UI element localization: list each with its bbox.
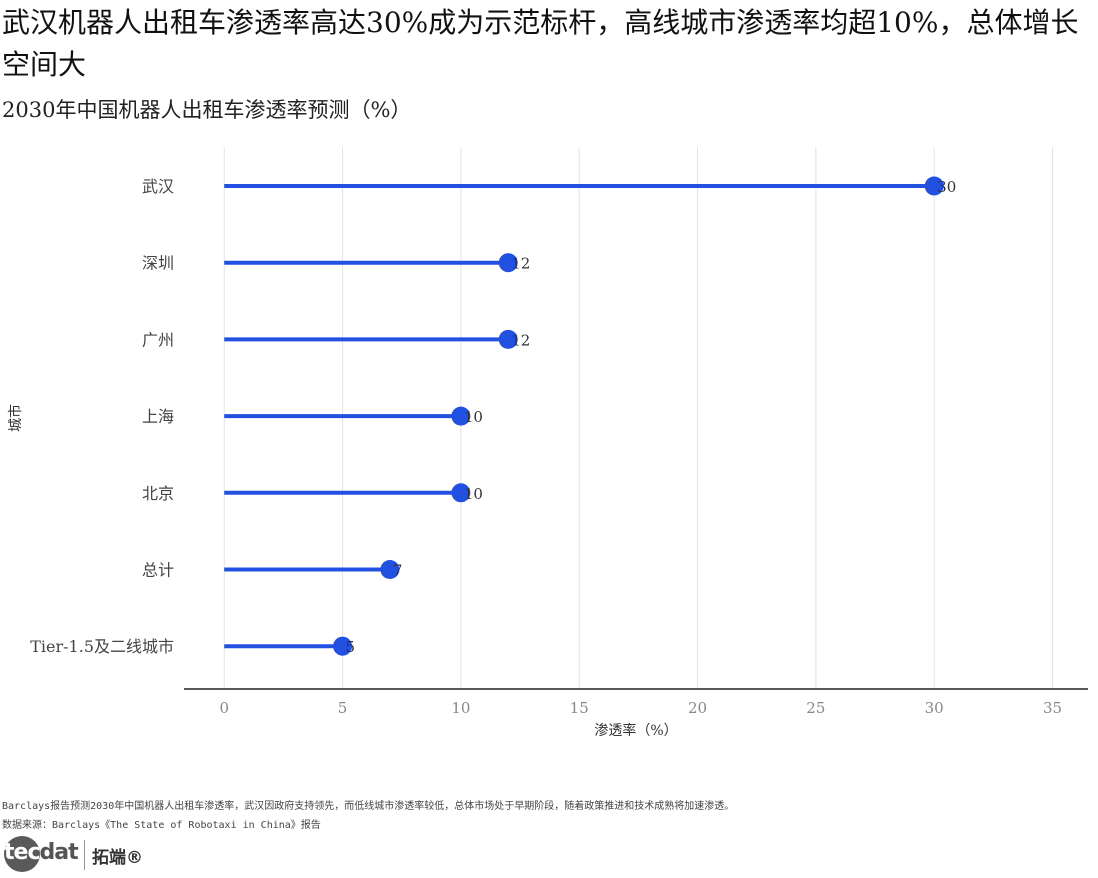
chart-title: 武汉机器人出租车渗透率高达30%成为示范标杆，高线城市渗透率均超10%，总体增长…: [2, 6, 1079, 81]
x-tick-label-5: 5: [338, 699, 348, 717]
x-tick-label-0: 0: [219, 699, 229, 717]
dot-4: [451, 483, 471, 503]
chart-caption: Barclays报告预测2030年中国机器人出租车渗透率，武汉因政府支持领先，而…: [2, 797, 734, 835]
logo-wordmark: tecdat: [4, 840, 79, 865]
dots: [333, 176, 944, 656]
data-label-4: 10: [464, 485, 483, 503]
data-labels: 30 12 12 10 10 7 5: [346, 178, 957, 656]
x-tick-label-15: 15: [570, 699, 589, 717]
logo-divider: [84, 840, 85, 870]
category-label-5: 总计: [142, 561, 174, 580]
data-label-0: 30: [937, 178, 956, 196]
x-tick-labels: 0 5 10 15 20 25 30 35: [219, 699, 1062, 717]
category-label-2: 广州: [142, 330, 174, 349]
x-axis-title: 渗透率（%）: [594, 722, 677, 739]
grid-lines: [223, 147, 1054, 689]
caption-source: 数据来源：Barclays《The State of Robotaxi in C…: [2, 820, 321, 831]
data-label-6: 5: [346, 638, 356, 656]
caption-description: Barclays报告预测2030年中国机器人出租车渗透率，武汉因政府支持领先，而…: [2, 801, 735, 812]
category-label-1: 深圳: [142, 254, 174, 273]
logo-circle-icon: [4, 836, 40, 872]
stems: [224, 184, 935, 649]
x-tick-label-25: 25: [806, 699, 825, 717]
dot-3: [451, 406, 471, 426]
data-label-5: 7: [393, 562, 403, 580]
x-tick-label-10: 10: [451, 699, 470, 717]
brand-logo: tecdat 拓端®: [4, 834, 143, 874]
data-label-3: 10: [464, 408, 483, 426]
category-label-6: Tier-1.5及二线城市: [30, 637, 174, 656]
data-label-1: 12: [511, 255, 530, 273]
dot-0: [924, 176, 944, 196]
dot-1: [498, 253, 518, 273]
x-tick-label-35: 35: [1043, 699, 1062, 717]
x-tick-label-20: 20: [688, 699, 707, 717]
chart-subtitle: 2030年中国机器人出租车渗透率预测（%）: [2, 98, 412, 122]
logo-wordmark-part1: tec: [4, 840, 40, 865]
y-axis-title: 城市: [7, 404, 24, 432]
dot-2: [498, 329, 518, 349]
logo-chinese-name: 拓端®: [92, 848, 143, 868]
category-label-3: 上海: [142, 407, 174, 426]
category-label-0: 武汉: [142, 177, 174, 196]
x-tick-label-30: 30: [925, 699, 944, 717]
category-label-4: 北京: [142, 484, 174, 503]
data-label-2: 12: [511, 331, 530, 349]
dot-5: [380, 560, 400, 579]
dot-6: [333, 636, 353, 656]
logo-wordmark-part2: dat: [39, 840, 78, 865]
